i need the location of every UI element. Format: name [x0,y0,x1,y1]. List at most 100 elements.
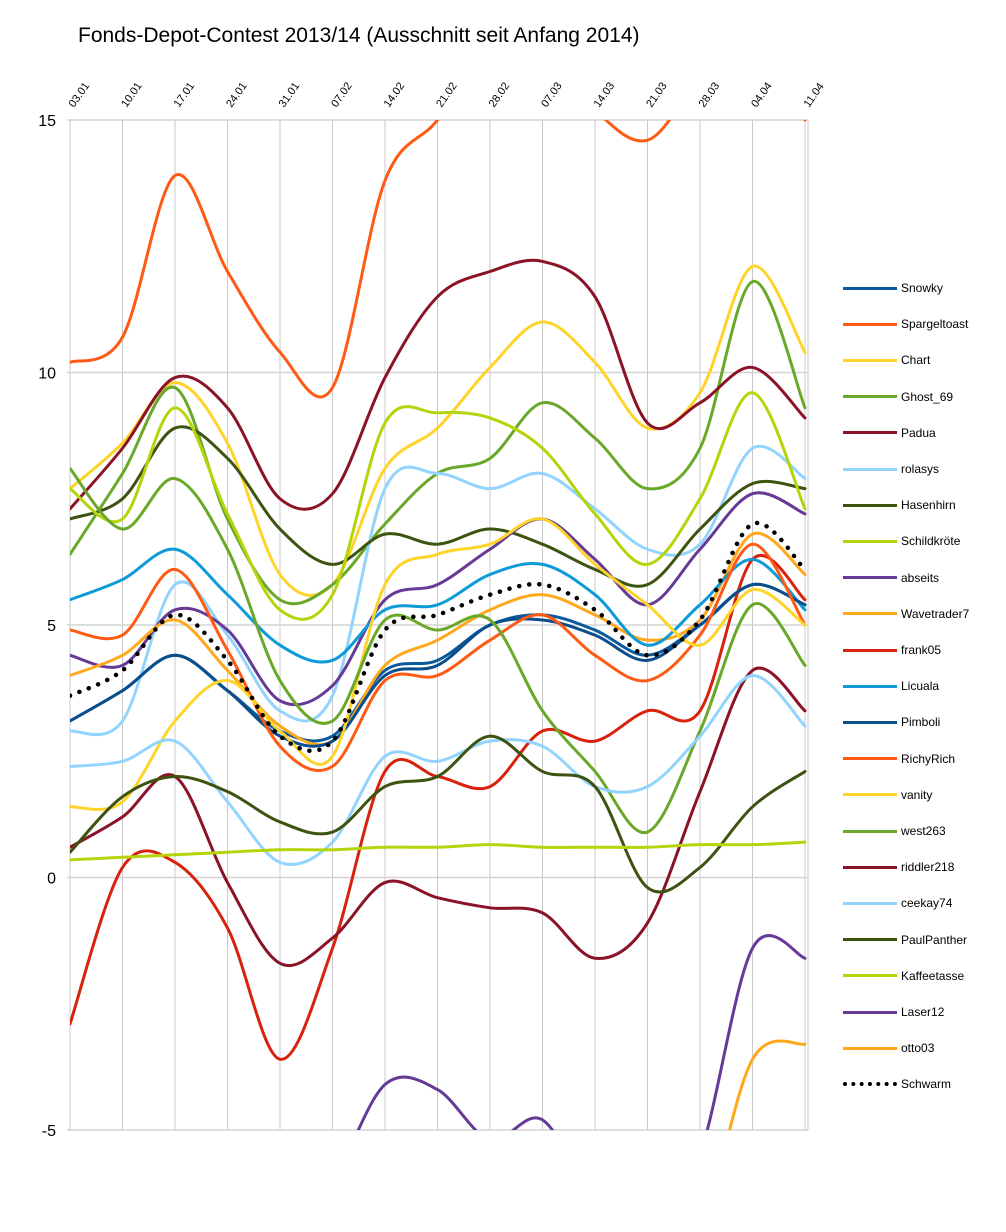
legend-swatch [843,322,897,326]
series-line-licuala [70,547,807,664]
series-line-ceekay74 [70,674,807,867]
x-tick-label: 03.01 [67,80,93,109]
series-line-chart [70,264,807,597]
legend-swatch [843,286,897,290]
x-tick-label: 21.03 [644,80,670,109]
legend-label: RichyRich [901,751,956,766]
legend-label: Laser12 [901,1005,945,1019]
legend-label: Padua [901,425,936,440]
x-tick-label: 11.04 [802,81,827,110]
series-line-wavetrader7 [70,531,807,747]
legend-swatch [843,829,897,833]
legend-item: frank05 [843,640,941,660]
legend-item: Schildkröte [843,531,960,551]
legend-item: Kaffeetasse [843,966,964,986]
legend-swatch [843,938,897,942]
legend-swatch [843,1010,897,1014]
legend-item: Schwarm [843,1074,951,1094]
legend-swatch [843,503,897,507]
y-tick-label: 5 [47,618,56,635]
legend-label: Hasenhirn [901,498,956,513]
legend-item: Hasenhirn [843,495,956,515]
legend-item: otto03 [843,1038,934,1058]
legend-label: Kaffeetasse [901,968,965,983]
legend-label: otto03 [901,1041,935,1056]
x-tick-label: 07.03 [539,80,565,109]
legend-item: RichyRich [843,749,955,769]
y-tick-label: 0 [47,871,56,888]
series-line-kaffeetasse [70,840,807,862]
legend-label: Schwarm [901,1077,952,1092]
x-tick-label: 04.04 [749,80,775,109]
legend-item: Laser12 [843,1002,944,1022]
y-tick-label: -5 [42,1123,56,1140]
legend-label: abseits [901,570,940,585]
legend-swatch [843,793,897,797]
legend-item: Padua [843,423,936,443]
legend-item: Chart [843,350,930,370]
series-line-schwarm [70,520,808,754]
x-tick-label: 14.02 [382,80,408,109]
chart-title: Fonds-Depot-Contest 2013/14 (Ausschnitt … [78,24,640,47]
legend-item: rolasys [843,459,939,479]
x-tick-label: 10.01 [119,80,145,109]
legend-label: Chart [901,353,931,368]
legend-item: Snowky [843,278,943,298]
legend-label: Licuala [901,679,940,694]
series-line-pimboli [70,582,807,748]
legend-item: Licuala [843,676,939,696]
legend-item: ceekay74 [843,893,952,913]
legend-swatch [843,467,897,471]
x-tick-label: 14.03 [592,80,618,109]
x-tick-label: 31.01 [277,80,303,109]
x-tick-label: 17.01 [172,80,198,109]
legend-label: rolasys [901,462,940,476]
legend-item: PaulPanther [843,930,967,950]
legend-swatch [843,539,897,543]
legend-label: frank05 [901,643,942,657]
legend-label: PaulPanther [901,932,968,947]
legend-item: Ghost_69 [843,387,953,407]
legend-swatch [843,395,897,399]
legend-label: Wavetrader7 [901,606,970,621]
x-tick-label: 28.03 [697,80,723,109]
legend-swatch [843,358,897,362]
legend-item: Spargeltoast [843,314,968,334]
legend-swatch [843,1082,897,1087]
x-tick-label: 07.02 [329,80,355,109]
legend-swatch [843,1046,897,1050]
legend-swatch [843,865,897,869]
legend-label: Spargeltoast [901,317,969,332]
legend-label: Schildkröte [901,534,961,549]
legend-label: west263 [901,824,946,838]
legend-swatch [843,757,897,761]
legend-swatch [843,431,897,435]
legend-item: west263 [843,821,946,841]
legend-swatch [843,720,897,724]
legend-item: vanity [843,785,932,805]
legend-label: vanity [901,787,933,802]
legend-item: Pimboli [843,712,940,732]
legend-swatch [843,612,897,616]
legend-label: ceekay74 [901,896,953,911]
series-line-laser12 [356,934,807,1130]
series-line-spargeltoast [70,120,807,399]
legend-label: riddler218 [901,860,955,875]
x-tick-label: 21.02 [434,80,460,109]
legend-item: abseits [843,568,939,588]
x-axis: 03.01 10.01 17.01 24.01 31.01 07.02 14.02 21.02… [67,80,827,109]
legend-label: Snowky [901,281,944,295]
y-tick-label: 15 [38,113,56,130]
series-line-riddler218 [70,666,807,967]
series-line-richyrich [70,542,807,772]
y-tick-label: 10 [38,366,56,383]
legend-swatch [843,648,897,652]
legend-label: Pimboli [901,715,941,730]
series-lines [70,120,808,1130]
series-line-abseits [70,491,807,707]
series-line-rolasys [70,444,807,737]
legend-item: riddler218 [843,857,954,877]
legend-label: Ghost_69 [901,389,954,404]
legend-swatch [843,684,897,688]
series-line-frank05 [70,554,807,1061]
